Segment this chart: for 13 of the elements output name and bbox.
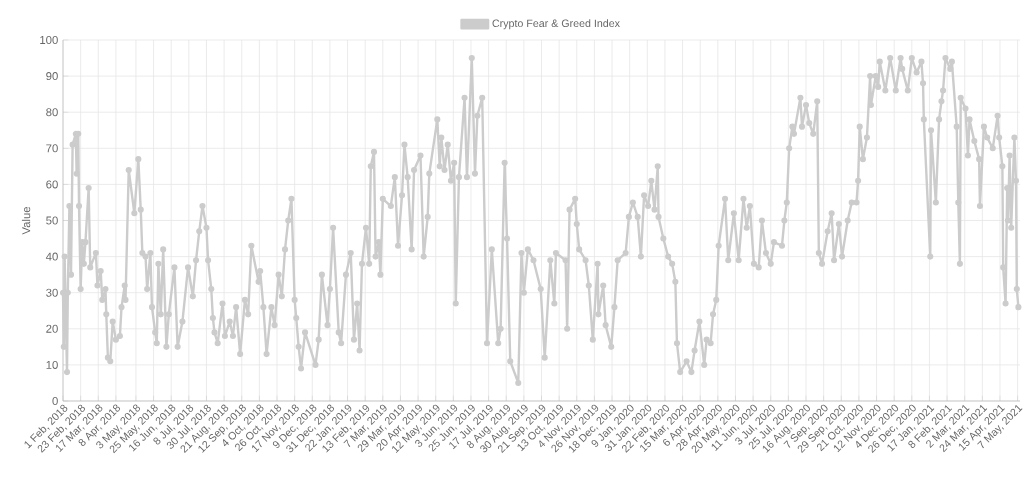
y-tick-label: 60 [46, 180, 58, 189]
y-tick-label: 0 [52, 397, 58, 406]
y-tick-label: 20 [46, 324, 58, 333]
y-tick-label: 70 [46, 144, 58, 153]
y-tick-label: 40 [45, 252, 58, 261]
y-tick-label: 30 [46, 288, 58, 297]
legend-label: Crypto Fear & Greed Index [492, 19, 620, 30]
y-axis-title: Value [21, 206, 31, 235]
y-tick-label: 80 [46, 108, 58, 117]
y-tick-label: 50 [46, 216, 58, 225]
y-tick-label: 10 [46, 360, 58, 369]
y-tick-label: 100 [40, 35, 58, 44]
y-tick-label: 90 [46, 72, 58, 81]
